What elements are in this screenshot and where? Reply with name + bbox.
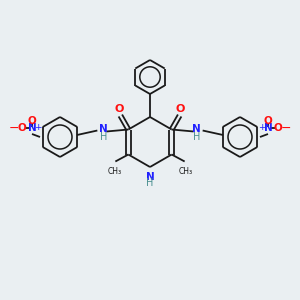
- Text: O: O: [115, 103, 124, 113]
- Text: O: O: [18, 123, 26, 133]
- Text: H: H: [146, 178, 154, 188]
- Text: −: −: [9, 122, 19, 134]
- Text: N: N: [28, 123, 36, 133]
- Text: N: N: [146, 172, 154, 182]
- Text: N: N: [99, 124, 108, 134]
- Text: CH₃: CH₃: [107, 167, 122, 176]
- Text: O: O: [28, 116, 36, 126]
- Text: H: H: [100, 131, 107, 142]
- Text: O: O: [176, 103, 185, 113]
- Text: H: H: [193, 131, 200, 142]
- Text: +: +: [258, 124, 266, 133]
- Text: +: +: [34, 124, 42, 133]
- Text: O: O: [274, 123, 282, 133]
- Text: −: −: [281, 122, 291, 134]
- Text: N: N: [264, 123, 272, 133]
- Text: O: O: [264, 116, 272, 126]
- Text: CH₃: CH₃: [178, 167, 193, 176]
- Text: N: N: [192, 124, 201, 134]
